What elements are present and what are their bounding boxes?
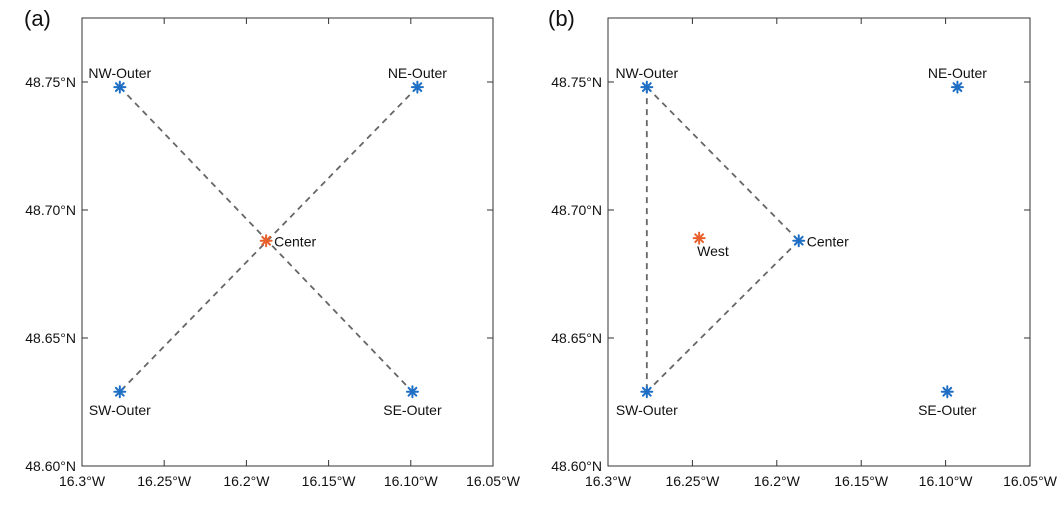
panel-b: (b) 16.3°W 16.25°W 16.2°W 16.15°W 16.10°W 16.0… [548, 6, 1057, 489]
panel-label: (a) [24, 6, 51, 31]
site-label-nw-outer: NW-Outer [88, 65, 151, 81]
x-tick-label: 16.3°W [59, 473, 106, 489]
x-tick-label: 16.25°W [665, 473, 720, 489]
site-marker-center [792, 234, 806, 248]
x-tick-label: 16.2°W [754, 473, 801, 489]
site-label-center: Center [807, 234, 849, 250]
x-tick-label: 16.10°W [919, 473, 974, 489]
x-tick-label: 16.3°W [585, 473, 632, 489]
site-label-sw-outer: SW-Outer [616, 402, 678, 418]
site-marker-nw-outer [113, 80, 127, 94]
y-tick-label: 48.65°N [551, 330, 602, 346]
site-marker-se-outer [940, 385, 954, 399]
site-marker-ne-outer [950, 80, 964, 94]
site-label-ne-outer: NE-Outer [928, 65, 987, 81]
x-tick-label: 16.05°W [1003, 473, 1057, 489]
plot-frame [607, 17, 1031, 467]
site-label-center: Center [274, 234, 316, 250]
panel-a: (a) 16.3°W 16.25°W 16.2°W 16.15°W 16.10°W 16.0… [24, 6, 521, 489]
x-tick-label: 16.15°W [834, 473, 889, 489]
site-label-west: West [697, 243, 729, 259]
x-tick-label: 16.2°W [223, 473, 270, 489]
site-marker-west [692, 231, 706, 245]
site-marker-ne-outer [410, 80, 424, 94]
site-label-sw-outer: SW-Outer [89, 402, 151, 418]
site-label-ne-outer: NE-Outer [388, 65, 447, 81]
y-tick-label: 48.65°N [25, 330, 76, 346]
site-marker-sw-outer [113, 385, 127, 399]
x-tick-label: 16.15°W [302, 473, 357, 489]
site-label-nw-outer: NW-Outer [615, 65, 678, 81]
x-tick-label: 16.10°W [384, 473, 439, 489]
x-tick-label: 16.25°W [137, 473, 192, 489]
site-marker-se-outer [405, 385, 419, 399]
y-tick-label: 48.60°N [25, 458, 76, 474]
connection-line [646, 240, 800, 393]
y-tick-label: 48.60°N [551, 458, 602, 474]
site-label-se-outer: SE-Outer [918, 402, 977, 418]
y-tick-label: 48.75°N [551, 74, 602, 90]
y-tick-label: 48.70°N [25, 202, 76, 218]
site-marker-sw-outer [640, 385, 654, 399]
y-tick-label: 48.75°N [25, 74, 76, 90]
y-tick-label: 48.70°N [551, 202, 602, 218]
x-tick-label: 16.05°W [466, 473, 521, 489]
site-marker-nw-outer [640, 80, 654, 94]
panel-label: (b) [548, 6, 575, 31]
site-label-se-outer: SE-Outer [383, 402, 442, 418]
plot-frame [81, 17, 494, 467]
site-marker-center [259, 234, 273, 248]
connection-line [646, 86, 800, 242]
